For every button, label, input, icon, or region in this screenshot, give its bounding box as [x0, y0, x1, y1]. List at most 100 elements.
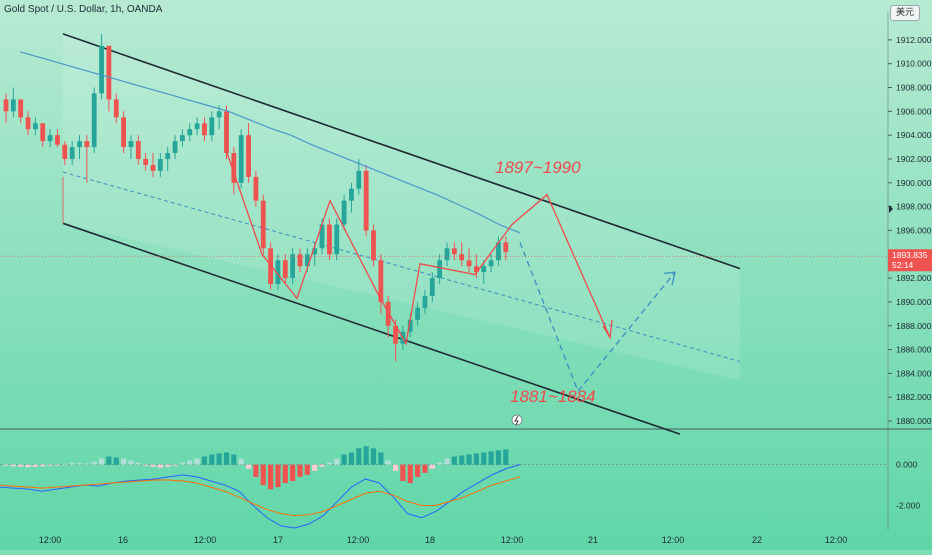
oscillator-bar [370, 448, 377, 465]
oscillator-bar [216, 453, 222, 465]
candle-body [121, 117, 126, 148]
candle-body [202, 123, 207, 136]
price-axis-label: 1892.000 [896, 273, 932, 283]
candle-body [10, 99, 16, 112]
time-axis-label: 17 [273, 535, 283, 545]
oscillator-bar [172, 464, 178, 466]
oscillator-bar [121, 458, 127, 465]
oscillator-bar [437, 462, 443, 465]
candle-body [407, 319, 413, 332]
projection-red-path [224, 146, 611, 346]
projection-red-arrowhead [602, 319, 613, 340]
oscillator-bar [135, 462, 141, 465]
candle-body [69, 147, 75, 159]
candle-body [349, 188, 354, 201]
candle-body [157, 158, 163, 171]
candle-body [25, 117, 31, 130]
candle-body [356, 170, 362, 189]
candle-body [334, 224, 340, 255]
time-axis-label: 21 [588, 535, 598, 545]
oscillator-bar [106, 456, 112, 465]
candle-body [18, 99, 24, 118]
candle-body [304, 254, 310, 267]
price-axis-label: 1900.000 [896, 178, 932, 188]
oscillator-bar [62, 463, 68, 465]
oscillator-axis-label: -2.000 [896, 501, 920, 511]
candle-body [290, 254, 296, 279]
candle-body [180, 135, 185, 142]
oscillator-bar [25, 464, 31, 468]
oscillator-bar [444, 458, 450, 465]
annotation-lower-target: 1881~1884 [510, 387, 596, 406]
time-axis-label: 12:00 [501, 535, 524, 545]
candle-body [393, 325, 398, 344]
oscillator-bar [253, 464, 259, 477]
oscillator-bar [268, 464, 274, 490]
candle-body [231, 153, 237, 183]
time-axis-label: 16 [118, 535, 128, 545]
candle-body [47, 135, 53, 142]
candle-body [40, 123, 46, 142]
candle-body [209, 117, 215, 136]
oscillator-bar [341, 454, 347, 465]
oscillator-bar [275, 464, 281, 488]
candle-body [216, 111, 222, 118]
oscillator-bar [290, 464, 296, 481]
oscillator-bar [429, 464, 435, 469]
oscillator-bar [157, 464, 163, 468]
event-marker-icon [511, 414, 523, 426]
oscillator-bar [98, 458, 105, 465]
candle-body [260, 200, 266, 249]
candle-body [488, 260, 494, 267]
candle-body [187, 129, 193, 136]
ema-line [19, 51, 521, 234]
candle-body [143, 158, 149, 165]
projection-blue-path [519, 242, 676, 393]
oscillator-bar [245, 464, 252, 469]
currency-badge[interactable]: 美元 [890, 5, 920, 21]
oscillator-bar [422, 464, 428, 473]
oscillator-bar [223, 452, 230, 465]
oscillator-bar [40, 464, 46, 467]
oscillator-bar [54, 464, 61, 466]
candle-body [3, 99, 9, 112]
channel-upper-line [62, 33, 741, 270]
oscillator-bar [165, 464, 171, 467]
oscillator-bar [356, 448, 362, 465]
oscillator-bar [319, 464, 325, 467]
candle-body [341, 200, 347, 225]
oscillator-bar [495, 450, 502, 465]
time-axis-label: 12:00 [662, 535, 685, 545]
candle-body [282, 260, 288, 279]
price-axis-label: 1904.000 [896, 130, 932, 140]
oscillator-bar [326, 462, 332, 465]
oscillator-bar [238, 458, 244, 465]
oscillator-bar [194, 458, 200, 465]
scroll-right-icon [889, 205, 893, 213]
price-axis-label: 1906.000 [896, 106, 932, 116]
candle-body [466, 260, 472, 267]
oscillator-bar [113, 457, 119, 465]
oscillator-bar [282, 464, 288, 484]
candle-body [437, 260, 443, 279]
candle-body [474, 266, 479, 273]
price-axis-label: 1898.000 [896, 202, 932, 212]
oscillator-bar [209, 454, 215, 465]
oscillator-slow-line [0, 476, 521, 517]
oscillator-bar [47, 464, 53, 466]
oscillator-bar [84, 463, 90, 465]
candle-body [165, 153, 171, 159]
candle-body [246, 135, 251, 177]
price-axis-label: 1882.000 [896, 392, 932, 402]
oscillator-bar [69, 462, 75, 465]
time-axis-label: 12:00 [39, 535, 62, 545]
oscillator-bar [297, 464, 303, 477]
projection-blue-arrowhead [663, 271, 676, 286]
candle-body [363, 170, 369, 231]
oscillator-bar [128, 460, 134, 465]
time-axis-label: 12:00 [347, 535, 370, 545]
candle-body [238, 135, 244, 183]
